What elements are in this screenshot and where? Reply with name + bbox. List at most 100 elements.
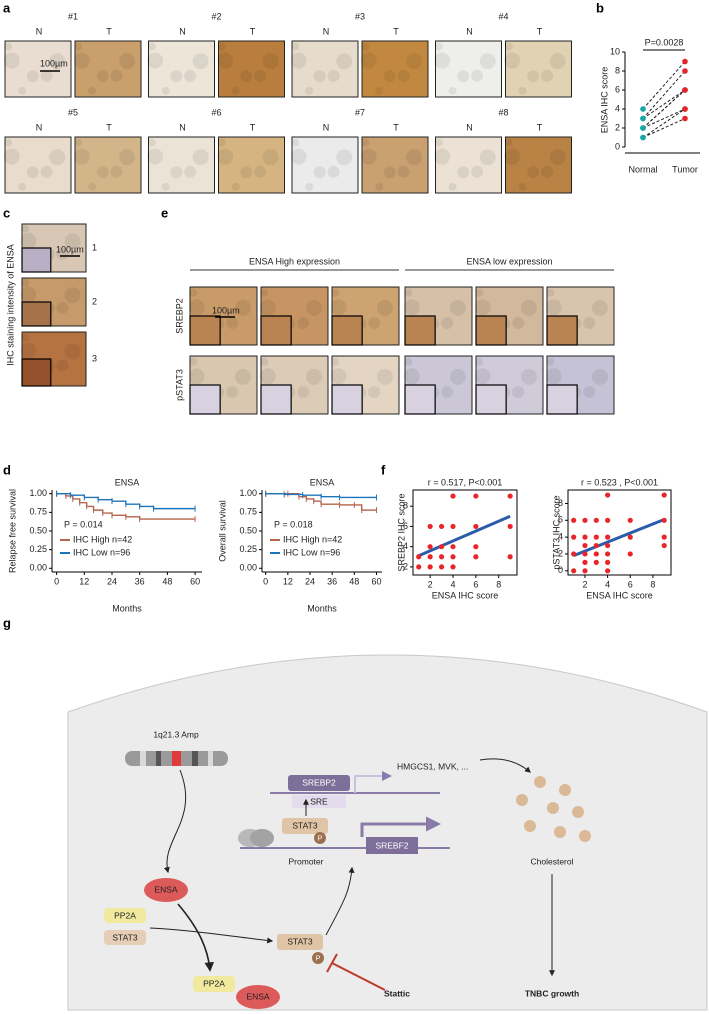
tissue-texture [234,299,251,316]
tissue-texture [327,165,340,178]
legend-label: IHC High n=42 [73,534,132,544]
pair-line [642,70,686,119]
label: SRE [310,796,328,806]
x-tick-label: 4 [605,579,610,589]
inset [189,384,221,415]
step-segment [112,514,127,517]
x-tick-label: 6 [628,579,633,589]
tissue-texture [291,42,300,51]
y-tick-label: 0 [558,565,563,575]
tissue-texture [18,86,27,95]
tissue-texture [336,149,353,166]
protein [236,985,280,1009]
arrow [149,927,274,944]
label: P [318,835,323,842]
axis-title: ENSA IHC score [599,67,609,134]
level-label: 2 [92,296,97,306]
cholesterol-droplets [516,776,591,842]
point [682,106,688,112]
step-segment [72,498,81,503]
tissue-texture [260,357,269,366]
y-tick-label: 6 [403,521,408,531]
step-segment [98,498,113,502]
x-tick-label: 48 [162,576,172,586]
tissue-texture [259,299,276,316]
band [172,751,181,766]
scale-bar-label: 100µm [212,305,240,315]
axis-title: IHC staining intensity of ENSA [5,244,15,366]
tissue-texture [404,357,413,366]
inhibition-bar [326,953,338,973]
tissue-texture [504,138,513,147]
tissue-texture [331,288,340,297]
step-segment [93,509,104,514]
tissue-texture [375,86,384,95]
y-tick-label: 0 [615,141,620,151]
inset [21,247,52,273]
tissue-texture [591,299,608,316]
tissue-texture [20,342,37,359]
tissue-texture [4,138,13,147]
tissue-texture [110,165,123,178]
tissue-texture [434,52,451,69]
micrograph [74,40,142,98]
tissue-texture [3,52,20,69]
tissue-texture [192,53,209,70]
tissue-texture [479,149,496,166]
tissue-texture [375,182,384,191]
tissue-texture [226,316,239,329]
scale-bar-label: 100µm [40,58,68,68]
micrograph [435,136,502,194]
point [473,523,479,530]
tissue-texture [147,52,164,69]
inset [475,384,507,415]
tissue-texture [291,138,300,147]
label: 1q21.3 Amp [153,729,199,739]
x-tick-label: 60 [190,576,200,586]
band [156,751,161,766]
tissue-texture [88,182,97,191]
tissue-label: N [36,26,43,36]
panel-label: a [3,0,11,15]
micrograph [505,136,572,194]
x-tick-label: 6 [473,579,478,589]
tissue-texture [331,357,340,366]
tss [360,816,441,837]
point [682,115,688,122]
tissue-label: T [106,122,112,132]
tissue-texture [474,368,491,385]
inset [546,384,578,415]
y-tick-label: 4 [403,541,408,551]
inset [260,315,292,346]
tissue-texture [383,70,396,83]
tissue-texture [170,166,183,179]
y-tick-label: 1.00 [29,488,47,498]
tissue-texture [448,182,457,191]
point [605,551,611,557]
point [571,534,577,540]
panel-label: d [3,462,11,477]
protein [144,878,188,902]
point [640,125,646,131]
tissue-texture [259,368,276,385]
arrow [163,769,186,874]
tissue-label: T [250,122,256,132]
chart-title: r = 0.517, P<0.001 [428,477,503,487]
point [661,534,667,540]
step-segment [125,516,141,520]
y-tick-label: 6 [558,515,563,525]
protein [104,930,146,945]
tissue-texture [64,287,81,304]
micrograph [435,40,502,98]
point [627,551,633,557]
micrograph [148,40,215,98]
tissue-texture [512,316,525,329]
point [438,564,445,570]
tissue-texture [368,316,381,329]
tissue-texture [74,138,83,147]
tissue-texture [546,357,555,366]
tissue-texture [330,368,347,385]
tissue-label: N [323,122,330,132]
tissue-texture [290,52,307,69]
tissue-texture [254,165,267,178]
